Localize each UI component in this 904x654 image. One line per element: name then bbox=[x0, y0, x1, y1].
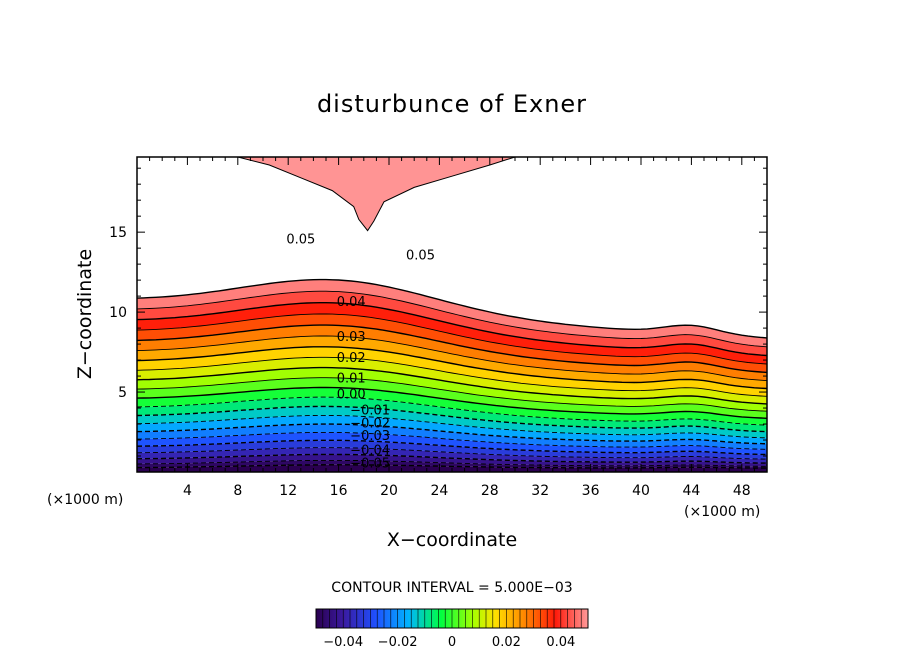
colorbar-tick-label-2: 0 bbox=[448, 635, 456, 650]
contour-label-11: −0.05 bbox=[350, 456, 390, 471]
band-6 bbox=[137, 415, 767, 444]
band-3 bbox=[137, 440, 767, 460]
x-tick-label-8: 36 bbox=[582, 483, 600, 499]
contour-line-20 bbox=[137, 278, 767, 339]
band-1 bbox=[137, 454, 767, 467]
band-8 bbox=[137, 397, 767, 432]
band-14 bbox=[137, 336, 767, 389]
contour-label-1: 0.05 bbox=[406, 249, 435, 264]
colorbar: −0.04 −0.02 0 0.02 0.04 bbox=[315, 608, 589, 650]
y-tick-label-1: 10 bbox=[109, 305, 127, 321]
band-7 bbox=[137, 406, 767, 438]
y-tick-label-0: 5 bbox=[118, 385, 127, 401]
contour-label-6: 0.00 bbox=[337, 388, 366, 403]
band-12 bbox=[137, 357, 767, 404]
x-tick-label-11: 48 bbox=[733, 483, 751, 499]
colorbar-level-lines bbox=[315, 609, 589, 628]
x-tick-label-9: 40 bbox=[632, 483, 650, 499]
contour-label-9: −0.03 bbox=[350, 429, 390, 444]
contour-line-9 bbox=[137, 396, 767, 426]
colorbar-ticks: −0.04 −0.02 0 0.02 0.04 bbox=[323, 635, 575, 650]
contour-label-10: −0.04 bbox=[350, 444, 390, 459]
contour-label-7: −0.01 bbox=[350, 404, 390, 419]
band-9 bbox=[137, 387, 767, 426]
contour-label-3: 0.03 bbox=[337, 330, 366, 345]
band-4 bbox=[137, 432, 767, 455]
colorbar-tick-label-1: −0.02 bbox=[378, 635, 418, 650]
x-tick-label-5: 24 bbox=[430, 483, 448, 499]
x-tick-label-7: 32 bbox=[531, 483, 549, 499]
x-tick-label-1: 8 bbox=[233, 483, 242, 499]
x-tick-label-4: 20 bbox=[380, 483, 398, 499]
band-5 bbox=[137, 424, 767, 450]
x-unit-left: (×1000 m) bbox=[47, 492, 123, 508]
contour-label-0: 0.05 bbox=[286, 233, 315, 248]
contour-line-2 bbox=[137, 453, 767, 464]
x-tick-label-0: 4 bbox=[183, 483, 192, 499]
contour-label-4: 0.02 bbox=[337, 351, 366, 366]
contour-label-2: 0.04 bbox=[337, 295, 366, 310]
contour-line-0 bbox=[137, 464, 767, 469]
band-16 bbox=[137, 314, 767, 373]
contour-line-13 bbox=[137, 356, 767, 397]
contour-line-17 bbox=[137, 313, 767, 365]
x-unit-right: (×1000 m) bbox=[684, 504, 760, 520]
contour-line-4 bbox=[137, 439, 767, 456]
colorbar-tick-label-0: −0.04 bbox=[323, 635, 363, 650]
contour-lines bbox=[137, 278, 767, 469]
x-tick-label-10: 44 bbox=[682, 483, 700, 499]
contour-line-18 bbox=[137, 302, 767, 357]
contour-line-14 bbox=[137, 346, 767, 390]
contour-line-5 bbox=[137, 431, 767, 450]
contour-label-5: 0.01 bbox=[337, 372, 366, 387]
band-2 bbox=[137, 447, 767, 464]
contour-line-12 bbox=[137, 366, 767, 405]
x-tick-label-3: 16 bbox=[330, 483, 348, 499]
x-axis-label: X−coordinate bbox=[387, 529, 517, 551]
x-tick-label-6: 28 bbox=[481, 483, 499, 499]
contour-line-8 bbox=[137, 405, 767, 433]
plot-area: 0.050.050.040.030.020.010.00−0.01−0.02−0… bbox=[109, 156, 768, 499]
contour-line-7 bbox=[137, 414, 767, 439]
contour-interval-note: CONTOUR INTERVAL = 5.000E−03 bbox=[331, 580, 572, 596]
contour-line-10 bbox=[137, 386, 767, 419]
contour-label-8: −0.02 bbox=[350, 416, 390, 431]
contour-line-6 bbox=[137, 423, 767, 445]
upper-lobe bbox=[237, 157, 516, 232]
y-axis-label: Z−coordinate bbox=[74, 249, 96, 379]
contour-line-19 bbox=[137, 290, 767, 348]
contour-labels: 0.050.050.040.030.020.010.00−0.01−0.02−0… bbox=[286, 233, 435, 472]
colorbar-tick-label-4: 0.04 bbox=[546, 635, 575, 650]
contour-line-11 bbox=[137, 377, 767, 412]
contour-line-1 bbox=[137, 459, 767, 467]
contour-line-16 bbox=[137, 324, 767, 374]
contour-line-15 bbox=[137, 335, 767, 382]
band-11 bbox=[137, 367, 767, 412]
y-tick-label-2: 15 bbox=[109, 225, 127, 241]
colorbar-tick-label-3: 0.02 bbox=[492, 635, 521, 650]
band-15 bbox=[137, 325, 767, 381]
x-tick-label-2: 12 bbox=[279, 483, 297, 499]
chart-title: disturbunce of Exner bbox=[317, 90, 587, 118]
band-17 bbox=[137, 302, 767, 364]
contour-line-3 bbox=[137, 447, 767, 460]
band-13 bbox=[137, 346, 767, 397]
